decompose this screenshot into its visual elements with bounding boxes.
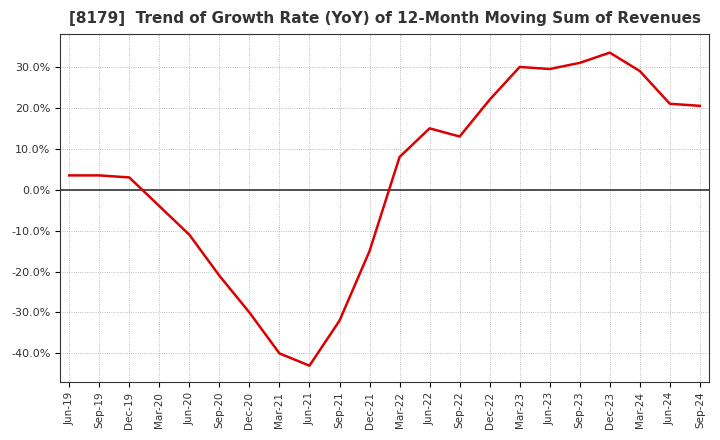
Title: [8179]  Trend of Growth Rate (YoY) of 12-Month Moving Sum of Revenues: [8179] Trend of Growth Rate (YoY) of 12-… — [68, 11, 701, 26]
